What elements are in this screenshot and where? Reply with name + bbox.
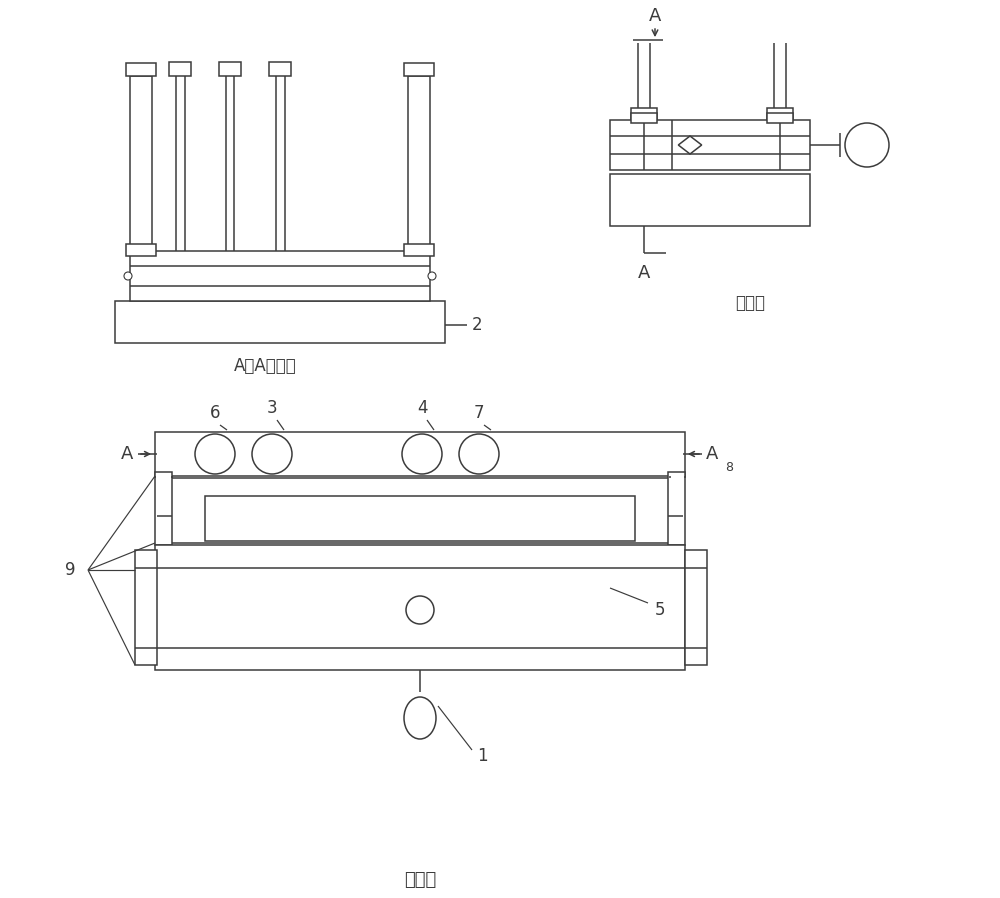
Bar	[169, 62, 191, 76]
Text: 2: 2	[472, 316, 482, 334]
Bar	[631, 113, 657, 123]
Bar	[685, 550, 707, 665]
Polygon shape	[678, 136, 702, 154]
Circle shape	[428, 272, 436, 280]
Bar	[170, 478, 670, 543]
Bar	[115, 301, 445, 343]
Bar	[155, 432, 685, 476]
Bar	[126, 244, 156, 256]
Bar	[155, 545, 685, 670]
Circle shape	[124, 272, 132, 280]
Circle shape	[402, 434, 442, 474]
Circle shape	[202, 441, 228, 467]
Bar	[135, 550, 157, 665]
Circle shape	[195, 434, 235, 474]
Circle shape	[466, 441, 492, 467]
Text: A: A	[121, 445, 133, 463]
Text: 俯视图: 俯视图	[404, 871, 436, 889]
Bar	[631, 108, 657, 120]
Text: A: A	[649, 7, 661, 25]
Bar	[610, 120, 810, 170]
Bar	[269, 62, 291, 76]
Text: 8: 8	[725, 461, 733, 474]
Bar	[610, 174, 810, 226]
Bar	[767, 108, 793, 120]
Text: A－A截面图: A－A截面图	[234, 357, 296, 375]
Text: 5: 5	[655, 601, 666, 619]
Text: 侧视图: 侧视图	[735, 294, 765, 312]
Text: A: A	[706, 445, 718, 463]
Circle shape	[409, 441, 435, 467]
Circle shape	[259, 441, 285, 467]
Circle shape	[459, 434, 499, 474]
Bar	[155, 472, 172, 545]
Bar	[408, 76, 430, 251]
Bar	[130, 76, 152, 251]
Text: 3: 3	[267, 399, 277, 417]
Circle shape	[252, 434, 292, 474]
Bar	[404, 244, 434, 256]
Circle shape	[845, 123, 889, 167]
Text: 4: 4	[417, 399, 427, 417]
Bar	[130, 251, 430, 301]
Text: A: A	[638, 264, 650, 282]
Ellipse shape	[404, 697, 436, 739]
Text: 7: 7	[474, 404, 484, 422]
Circle shape	[406, 596, 434, 624]
Bar	[205, 496, 635, 541]
Bar	[767, 113, 793, 123]
Bar	[668, 472, 685, 545]
Text: 6: 6	[210, 404, 220, 422]
Text: 1: 1	[477, 747, 487, 765]
Bar	[126, 63, 156, 76]
Bar	[404, 63, 434, 76]
Text: 9: 9	[66, 561, 76, 579]
Bar	[219, 62, 241, 76]
